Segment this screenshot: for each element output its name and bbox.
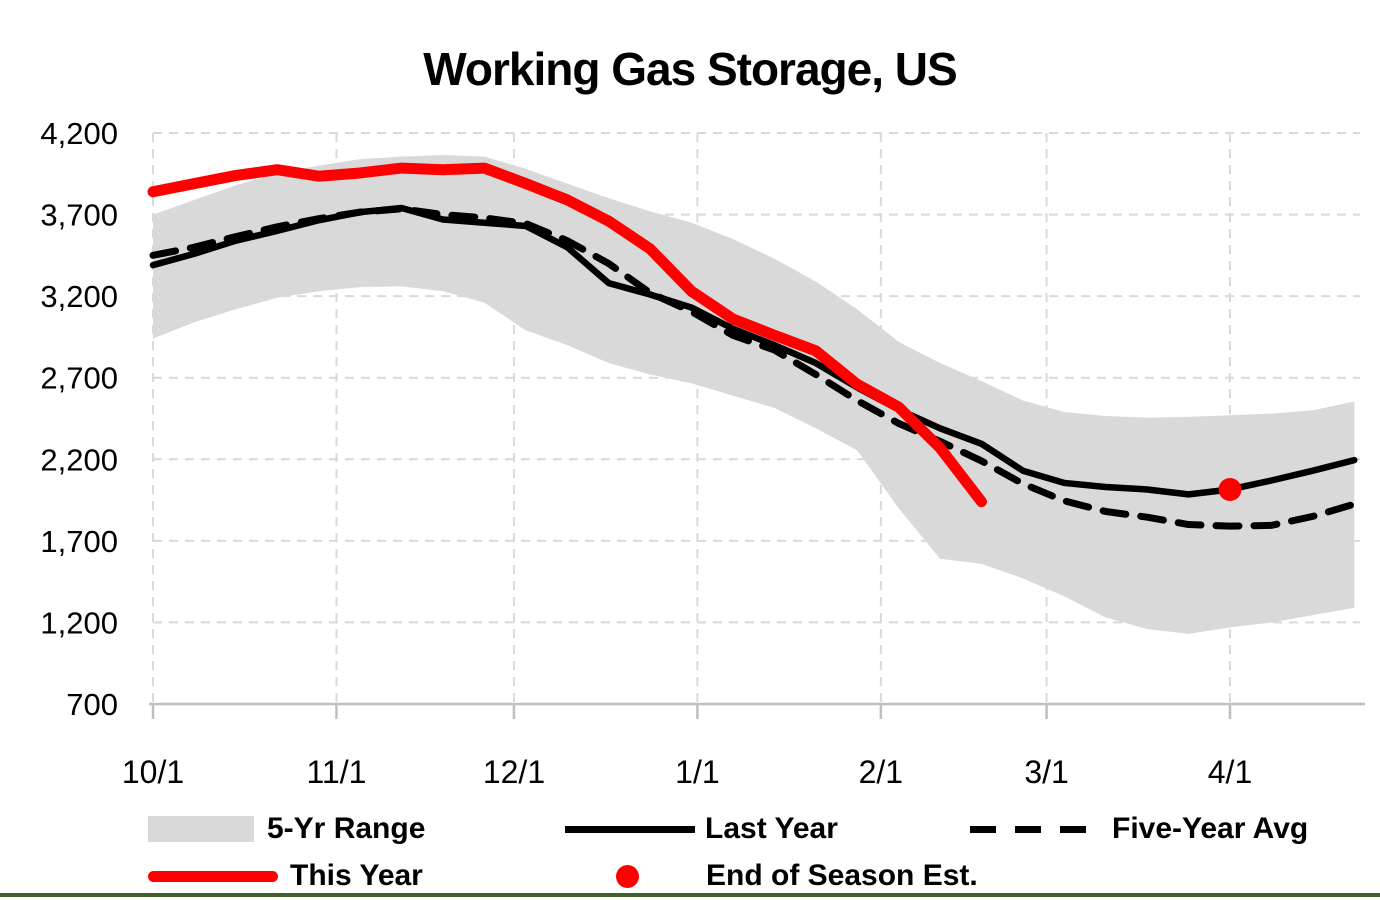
legend-item-five-year-avg: Five-Year Avg: [970, 811, 1308, 847]
x-axis-tick-label: 2/1: [859, 754, 903, 790]
y-axis-tick-label: 2,700: [40, 361, 118, 396]
y-axis-tick-label: 700: [66, 687, 118, 722]
x-axis-tick-label: 11/1: [306, 754, 366, 790]
x-axis-tick-label: 1/1: [675, 754, 719, 790]
legend-label-last-year: Last Year: [705, 812, 838, 845]
y-axis-tick-label: 1,700: [40, 524, 118, 559]
this-year-line-swatch-icon: [148, 870, 278, 882]
this-year-line: [147, 162, 987, 508]
bottom-border-line: [0, 893, 1380, 897]
y-axis-tick-label: 4,200: [40, 116, 118, 151]
x-axis-tick-label: 4/1: [1208, 754, 1252, 790]
legend-label-end-of-season: End of Season Est.: [706, 859, 978, 892]
five-year-avg-dash-swatch-icon: [970, 825, 1100, 833]
legend-item-5yr-range: 5-Yr Range: [148, 811, 425, 847]
y-axis-tick-label: 3,200: [40, 279, 118, 314]
range-band-swatch-icon: [148, 816, 254, 842]
legend-item-end-of-season: End of Season Est.: [565, 858, 978, 894]
x-axis-tick-label: 10/1: [122, 754, 184, 790]
last-year-line-swatch-icon: [565, 825, 695, 833]
chart-title: Working Gas Storage, US: [423, 43, 957, 95]
y-axis-tick-label: 1,200: [40, 605, 118, 640]
y-axis-tick-label: 3,700: [40, 198, 118, 233]
legend-item-this-year: This Year: [148, 858, 423, 894]
end-of-season-dot: [1218, 477, 1242, 501]
legend-item-last-year: Last Year: [565, 811, 838, 847]
five-year-range-band: [153, 155, 1355, 634]
last-year-line: [149, 204, 1358, 498]
y-axis-tick-label: 2,200: [40, 442, 118, 477]
legend-label-this-year: This Year: [290, 859, 423, 892]
legend-label-five-year-avg: Five-Year Avg: [1112, 812, 1309, 845]
x-axis-tick-label: 3/1: [1024, 754, 1068, 790]
x-axis-tick-label: 12/1: [483, 754, 545, 790]
end-of-season-dot-swatch-icon: [616, 864, 639, 888]
legend-label-5yr-range: 5-Yr Range: [267, 812, 426, 845]
